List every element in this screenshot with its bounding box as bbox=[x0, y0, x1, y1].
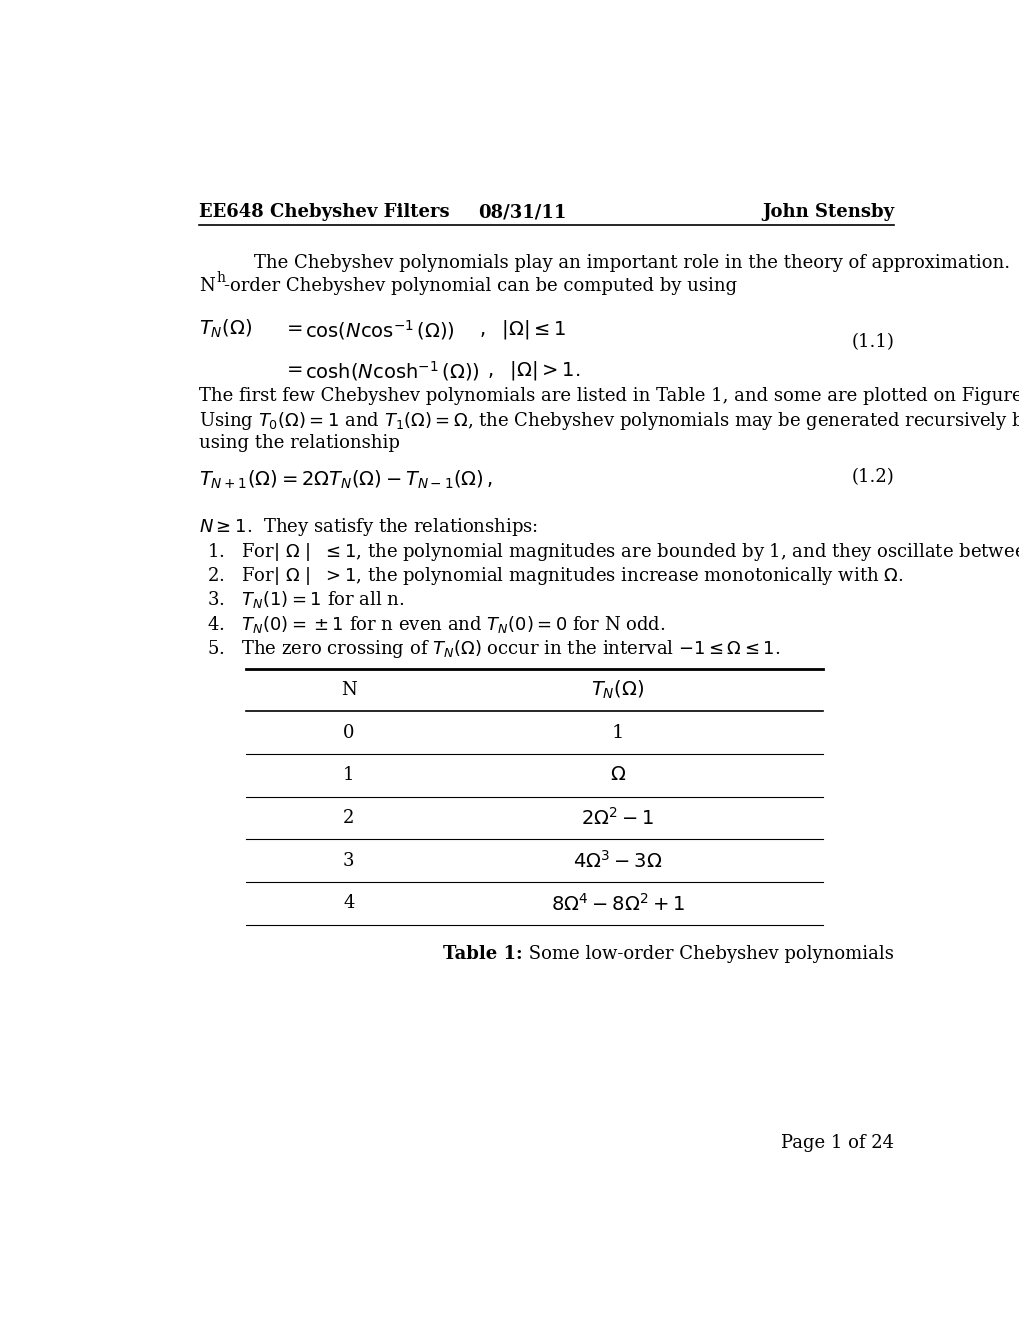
Text: $\Omega$: $\Omega$ bbox=[609, 767, 625, 784]
Text: Some low-order Chebyshev polynomials: Some low-order Chebyshev polynomials bbox=[522, 945, 893, 964]
Text: Page 1 of 24: Page 1 of 24 bbox=[781, 1134, 894, 1152]
Text: EE648 Chebyshev Filters: EE648 Chebyshev Filters bbox=[199, 203, 448, 222]
Text: 1: 1 bbox=[610, 723, 624, 742]
Text: $8\Omega^4 - 8\Omega^2 + 1$: $8\Omega^4 - 8\Omega^2 + 1$ bbox=[550, 892, 684, 915]
Text: $=$: $=$ bbox=[283, 359, 303, 376]
Text: (1.2): (1.2) bbox=[851, 469, 894, 486]
Text: $,\ \ |\Omega| \leq 1$: $,\ \ |\Omega| \leq 1$ bbox=[479, 318, 566, 341]
Text: 4.   $T_N(0) = \pm 1$ for n even and $T_N(0) = 0$ for N odd.: 4. $T_N(0) = \pm 1$ for n even and $T_N(… bbox=[206, 614, 664, 635]
Text: $N \geq 1$.  They satisfy the relationships:: $N \geq 1$. They satisfy the relationshi… bbox=[199, 516, 537, 539]
Text: Using $T_0(\Omega) = 1$ and $T_1(\Omega) = \Omega$, the Chebyshev polynomials ma: Using $T_0(\Omega) = 1$ and $T_1(\Omega)… bbox=[199, 411, 1019, 433]
Text: 3.   $T_N(1) = 1$ for all n.: 3. $T_N(1) = 1$ for all n. bbox=[206, 589, 404, 610]
Text: $T_{N+1}(\Omega) = 2\Omega T_N(\Omega) - T_{N-1}(\Omega)\,,$: $T_{N+1}(\Omega) = 2\Omega T_N(\Omega) -… bbox=[199, 469, 492, 491]
Text: 2.   For$|\ \Omega\ |$  $> 1$, the polynomial magnitudes increase monotonically : 2. For$|\ \Omega\ |$ $> 1$, the polynomi… bbox=[206, 565, 902, 587]
Text: Table 1:: Table 1: bbox=[442, 945, 522, 964]
Text: (1.1): (1.1) bbox=[851, 333, 894, 351]
Text: 3: 3 bbox=[342, 851, 355, 870]
Text: $\cosh(N\cosh^{-1}(\Omega))$: $\cosh(N\cosh^{-1}(\Omega))$ bbox=[305, 359, 480, 383]
Text: The Chebyshev polynomials play an important role in the theory of approximation.: The Chebyshev polynomials play an import… bbox=[254, 253, 1019, 272]
Text: The first few Chebyshev polynomials are listed in Table 1, and some are plotted : The first few Chebyshev polynomials are … bbox=[199, 387, 1019, 405]
Text: 4: 4 bbox=[342, 895, 355, 912]
Text: 2: 2 bbox=[342, 809, 355, 828]
Text: $T_N(\Omega)$: $T_N(\Omega)$ bbox=[199, 318, 252, 341]
Text: h: h bbox=[216, 271, 225, 285]
Text: John Stensby: John Stensby bbox=[761, 203, 894, 222]
Text: 08/31/11: 08/31/11 bbox=[478, 203, 567, 222]
Text: $4\Omega^3 - 3\Omega$: $4\Omega^3 - 3\Omega$ bbox=[573, 850, 661, 871]
Text: $2\Omega^2 - 1$: $2\Omega^2 - 1$ bbox=[581, 807, 653, 829]
Text: 0: 0 bbox=[342, 723, 355, 742]
Text: $T_N(\Omega)$: $T_N(\Omega)$ bbox=[590, 678, 644, 701]
Text: N: N bbox=[340, 681, 357, 700]
Text: 5.   The zero crossing of $T_N(\Omega)$ occur in the interval $-1 \leq \Omega \l: 5. The zero crossing of $T_N(\Omega)$ oc… bbox=[206, 638, 780, 660]
Text: 1: 1 bbox=[342, 767, 355, 784]
Text: $,\ \ |\Omega| > 1.$: $,\ \ |\Omega| > 1.$ bbox=[487, 359, 580, 381]
Text: -order Chebyshev polynomial can be computed by using: -order Chebyshev polynomial can be compu… bbox=[224, 277, 737, 296]
Text: using the relationship: using the relationship bbox=[199, 434, 399, 451]
Text: N: N bbox=[199, 277, 214, 296]
Text: 1.   For$|\ \Omega\ |$  $\leq 1$, the polynomial magnitudes are bounded by 1, an: 1. For$|\ \Omega\ |$ $\leq 1$, the polyn… bbox=[206, 541, 1019, 562]
Text: $=$: $=$ bbox=[283, 318, 303, 337]
Text: $\cos(N\cos^{-1}(\Omega))$: $\cos(N\cos^{-1}(\Omega))$ bbox=[305, 318, 454, 342]
